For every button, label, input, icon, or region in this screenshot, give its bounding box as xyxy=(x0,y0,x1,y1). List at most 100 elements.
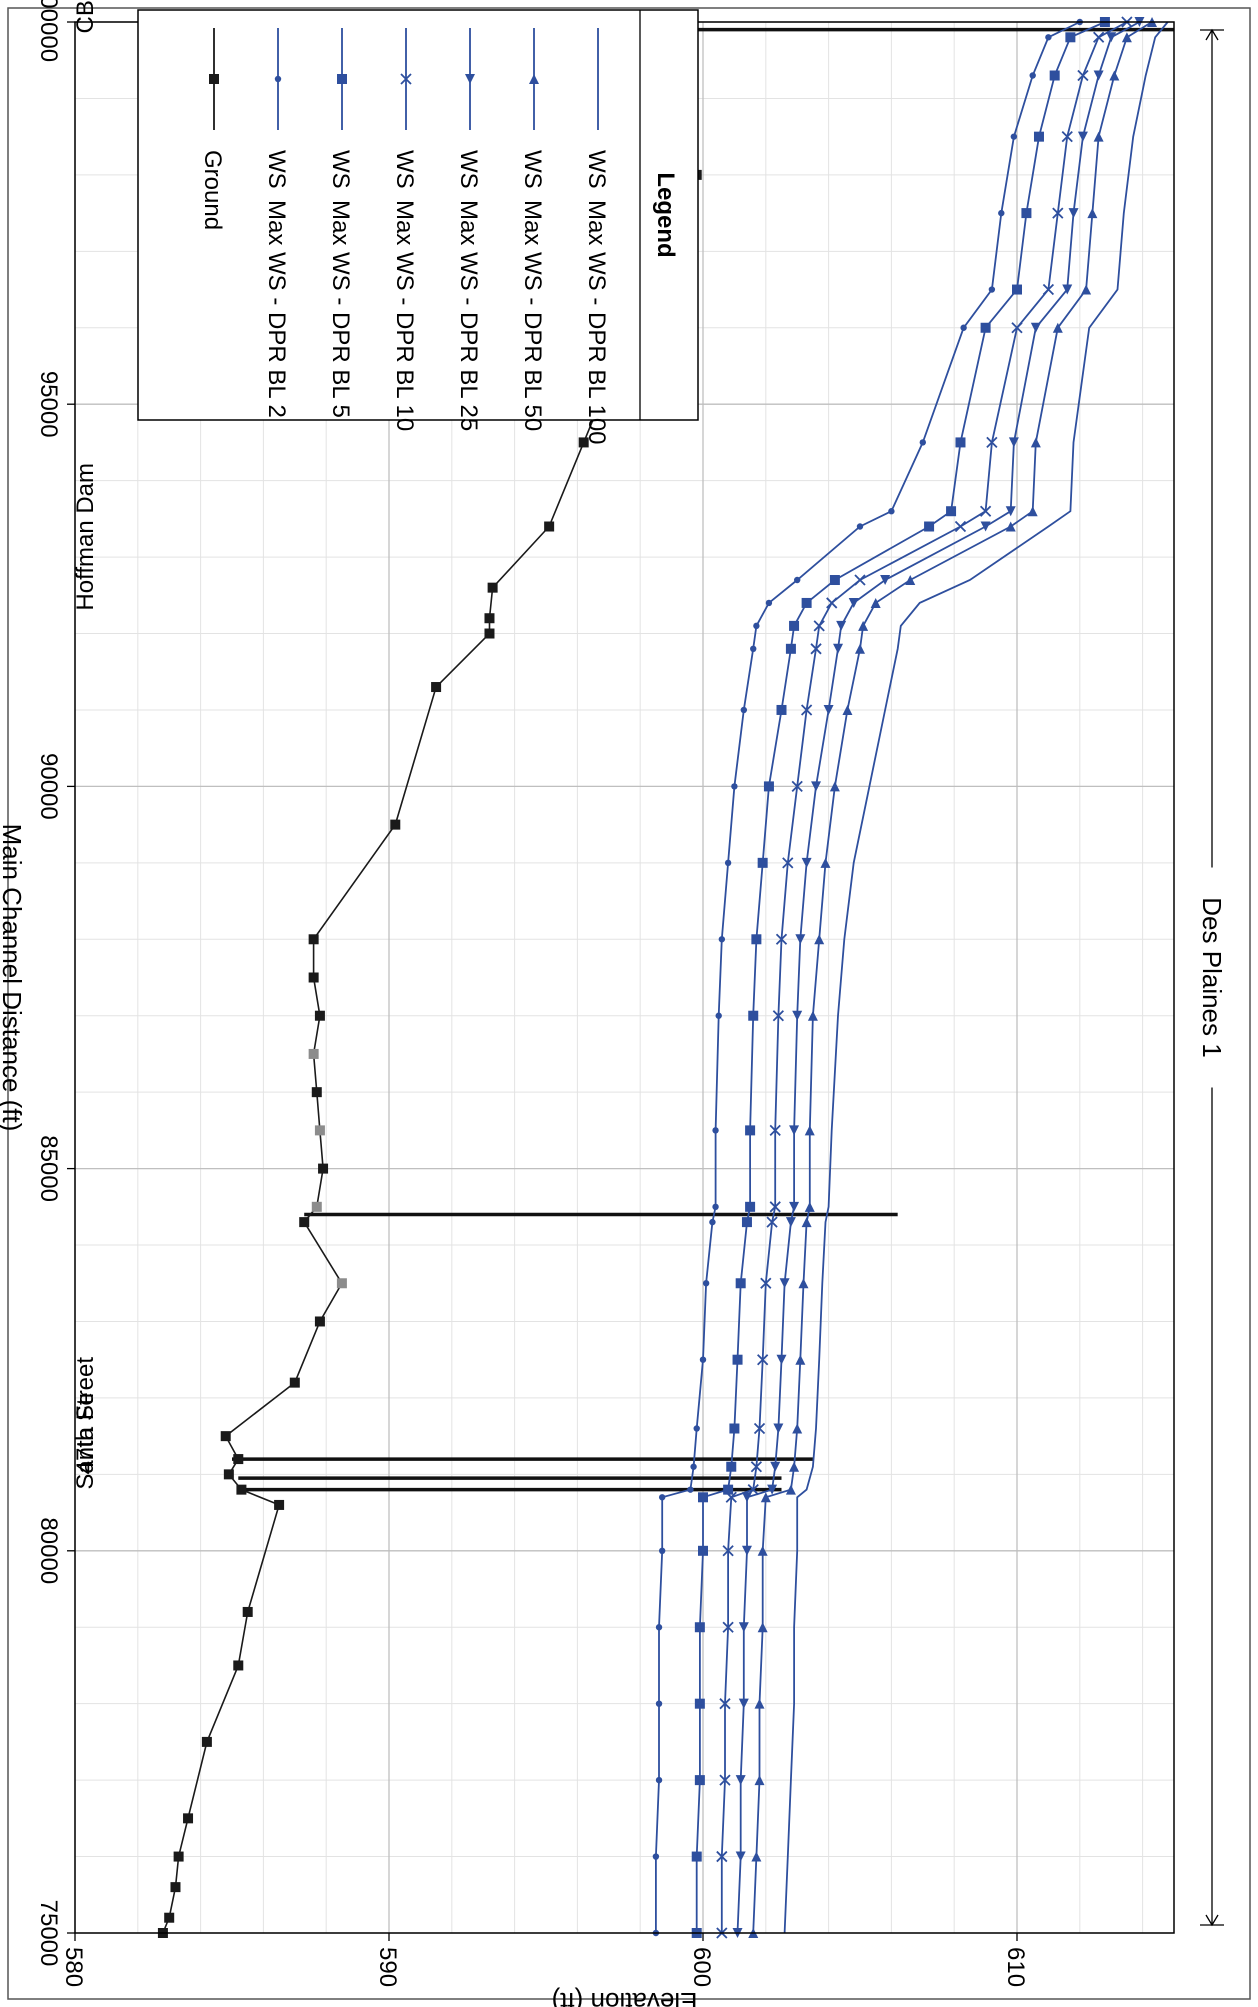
data-point xyxy=(655,1776,663,1784)
structure-annotations: CB&Q Railroad Hoffman Dam 47th StreetSanta… xyxy=(72,0,99,1490)
legend-entry-label: Max WS - DPR BL 2 xyxy=(263,200,290,418)
data-point xyxy=(1012,284,1022,295)
series-line xyxy=(655,21,1081,1933)
data-point xyxy=(823,704,834,715)
data-point xyxy=(702,1280,710,1287)
data-point xyxy=(1093,70,1104,81)
data-point xyxy=(1065,32,1076,43)
data-point xyxy=(164,1912,175,1923)
data-point xyxy=(763,781,774,792)
data-point xyxy=(785,1484,796,1495)
y-tick-label: 600 xyxy=(688,1947,715,1987)
data-point xyxy=(719,1698,731,1710)
data-point xyxy=(789,620,800,631)
data-point xyxy=(870,597,881,608)
data-point xyxy=(308,972,319,983)
data-point xyxy=(888,508,895,515)
legend-entry-label: Max WS - DPR BL 5 xyxy=(327,200,354,418)
data-point xyxy=(833,643,844,654)
data-point xyxy=(1021,208,1032,219)
legend-entry-prefix: WS xyxy=(263,150,290,189)
data-point xyxy=(979,505,992,517)
data-point xyxy=(170,1882,181,1893)
legend-entry: WS Max WS - DPR BL 10 xyxy=(391,28,418,431)
data-point xyxy=(1049,70,1060,81)
axis-ticks: 75000 80000 85000 90000 95000 100000 580 590 600… xyxy=(35,0,1029,1987)
data-point xyxy=(757,1622,768,1633)
data-point xyxy=(690,1463,697,1470)
data-point xyxy=(201,1736,212,1747)
data-point xyxy=(795,934,806,945)
data-point xyxy=(798,1278,809,1289)
data-point xyxy=(484,613,495,624)
data-point xyxy=(712,1127,719,1134)
data-point xyxy=(1011,322,1023,334)
reach-indicator: Des Plaines 1 xyxy=(1197,28,1227,1927)
data-point xyxy=(772,1010,784,1022)
data-point xyxy=(698,1545,708,1556)
annotation-label: Santa Fe xyxy=(72,1392,99,1489)
data-point xyxy=(789,1461,800,1472)
data-point xyxy=(1042,283,1055,296)
data-point xyxy=(308,934,319,945)
data-point xyxy=(1077,131,1088,142)
data-point xyxy=(741,1545,752,1556)
data-point xyxy=(782,857,794,869)
data-point xyxy=(487,582,498,593)
data-point xyxy=(314,1316,325,1327)
data-point xyxy=(694,1698,705,1709)
data-point xyxy=(813,620,825,632)
data-point xyxy=(1121,32,1132,43)
data-point xyxy=(807,1010,818,1021)
data-point xyxy=(1033,131,1044,142)
data-point xyxy=(753,622,760,630)
data-point xyxy=(757,1354,769,1366)
axis-labels: Main Channel Distance (ft) Elevation (ft… xyxy=(0,824,697,2007)
data-point xyxy=(233,1454,244,1465)
data-point xyxy=(738,1622,749,1633)
series-line xyxy=(752,21,1153,1934)
data-point xyxy=(693,1425,700,1432)
data-point xyxy=(314,1010,325,1021)
data-point xyxy=(924,521,935,532)
data-point xyxy=(735,1851,746,1862)
legend-entries: WS Max WS - DPR BL 100 WS Max WS - DPR BL 5… xyxy=(199,28,610,445)
x-axis-label: Main Channel Distance (ft) xyxy=(0,824,27,1132)
data-point xyxy=(209,74,219,84)
reach-label: Des Plaines 1 xyxy=(1197,897,1227,1057)
series-line xyxy=(695,21,1106,1933)
y-tick-label: 610 xyxy=(1002,1947,1029,1987)
data-point xyxy=(1106,32,1117,43)
legend: Legend WS Max WS - DPR BL 100 WS Max WS - D… xyxy=(137,9,699,445)
data-point xyxy=(765,599,773,607)
data-point xyxy=(804,1125,815,1136)
annotation-label: Hoffman Dam xyxy=(72,463,99,611)
data-point xyxy=(655,1624,663,1631)
legend-entry-prefix: WS xyxy=(391,150,418,189)
data-point xyxy=(766,1216,778,1228)
series-line xyxy=(736,21,1140,1934)
data-point xyxy=(1093,31,1105,43)
data-point xyxy=(776,704,787,715)
data-point xyxy=(785,1217,796,1228)
legend-entry-label: Max WS - DPR BL 10 xyxy=(391,200,418,431)
data-point xyxy=(757,1545,768,1556)
data-point xyxy=(220,1431,231,1442)
data-point xyxy=(578,437,589,448)
data-point xyxy=(1029,72,1036,79)
data-point xyxy=(658,1494,666,1501)
x-tick-label: 85000 xyxy=(35,1135,62,1202)
data-point xyxy=(792,1010,803,1021)
legend-entry-label: Max WS - DPR BL 50 xyxy=(519,200,546,431)
data-point xyxy=(792,1423,803,1434)
data-point xyxy=(400,73,412,85)
data-point xyxy=(855,643,865,654)
data-point xyxy=(709,1218,716,1226)
data-point xyxy=(789,1201,800,1212)
data-point xyxy=(738,1698,749,1709)
legend-entry: Ground xyxy=(199,28,226,230)
data-point xyxy=(1008,437,1019,448)
data-point xyxy=(741,1217,752,1228)
data-point xyxy=(299,1217,310,1228)
